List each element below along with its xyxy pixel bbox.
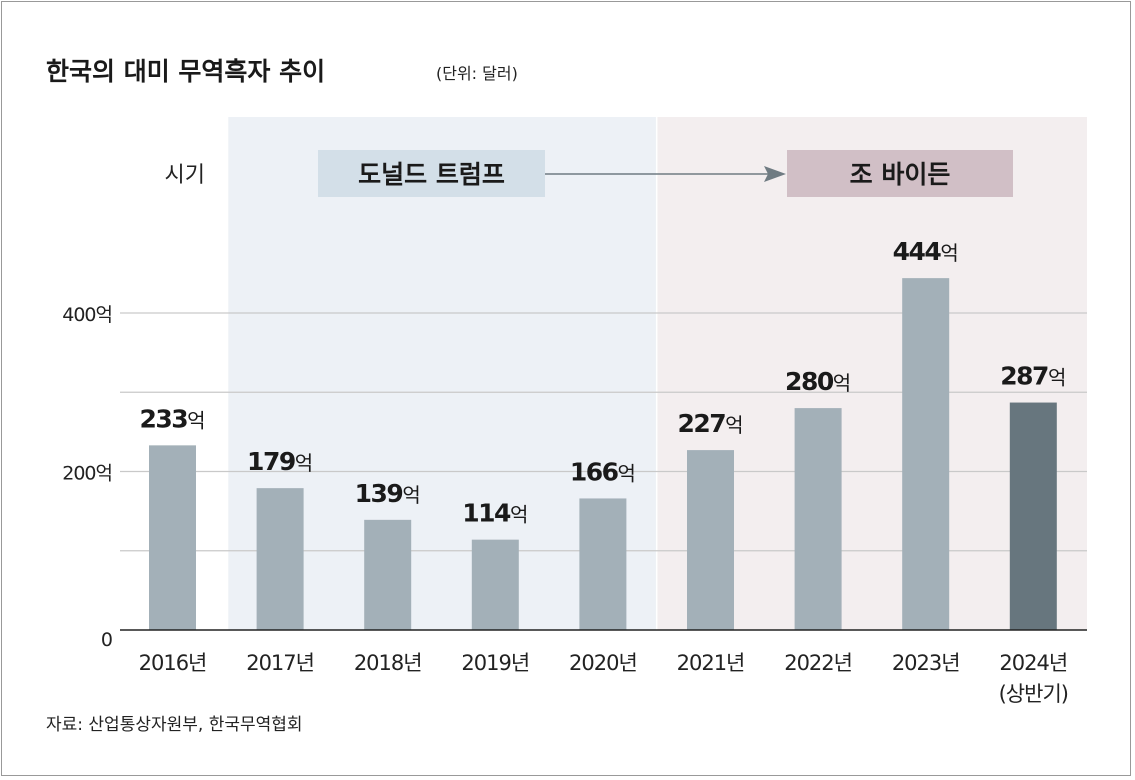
y-tick-label: 0 (101, 629, 112, 651)
bar-2020년 (579, 498, 627, 630)
x-tick-label: 2024년 (999, 651, 1067, 675)
period-name-0: 도널드 트럼프 (358, 160, 505, 189)
data-label-value: 444 (893, 237, 942, 266)
data-label-unit: 억 (725, 413, 743, 437)
arrow-head-icon (764, 166, 786, 182)
data-label-unit: 억 (1048, 366, 1066, 390)
bar-2016년 (149, 445, 196, 630)
period-box-1 (787, 150, 1013, 197)
x-tick-label: 2022년 (784, 651, 852, 675)
x-tick-label: 2019년 (461, 651, 529, 675)
data-label-unit: 억 (295, 451, 313, 475)
bar-2021년 (687, 450, 734, 630)
x-tick-label: 2020년 (569, 651, 637, 675)
data-label: 114억 (462, 499, 528, 528)
data-label-value: 166 (570, 457, 619, 486)
data-label: 166억 (570, 457, 636, 486)
x-tick-sublabel: (상반기) (999, 682, 1068, 706)
data-label-unit: 억 (402, 483, 420, 507)
x-tick-label: 2023년 (892, 651, 960, 675)
y-tick-label: 400억 (62, 304, 112, 326)
bar-2017년 (256, 488, 304, 630)
period-box-0 (318, 150, 545, 197)
source-note: 자료: 산업통상자원부, 한국무역협회 (46, 715, 303, 735)
data-label: 280억 (785, 367, 851, 396)
y-tick-label: 200억 (62, 463, 112, 485)
data-label-unit: 억 (940, 241, 958, 265)
data-label: 179억 (247, 447, 313, 476)
data-label-unit: 억 (187, 408, 205, 432)
x-tick-label: 2016년 (139, 651, 207, 675)
data-label-value: 179 (247, 447, 295, 476)
unit-note: (단위: 달러) (436, 64, 518, 83)
bar-2019년 (471, 539, 519, 630)
data-label: 233억 (139, 404, 205, 433)
data-label-unit: 억 (618, 461, 636, 485)
period-name-1: 조 바이든 (850, 160, 951, 189)
bar-2024년 (1009, 402, 1057, 630)
data-label-unit: 억 (833, 371, 851, 395)
data-label: 227억 (677, 409, 743, 438)
data-label: 287억 (1000, 362, 1066, 391)
x-tick-label: 2018년 (354, 651, 422, 675)
data-label: 444억 (893, 237, 959, 266)
chart-title: 한국의 대미 무역흑자 추이 (46, 57, 325, 86)
data-label-value: 227 (677, 409, 725, 438)
bar-2018년 (364, 519, 412, 630)
data-label-value: 233 (139, 404, 187, 433)
bar-2022년 (794, 408, 842, 630)
data-label: 139억 (355, 479, 421, 508)
x-tick-label: 2021년 (677, 651, 745, 675)
x-tick-label: 2017년 (246, 651, 314, 675)
data-label-value: 139 (355, 479, 403, 508)
data-label-value: 280 (785, 367, 834, 396)
data-label-value: 287 (1000, 362, 1048, 391)
data-label-value: 114 (462, 499, 511, 528)
bar-2023년 (902, 278, 950, 630)
data-label-unit: 억 (510, 503, 528, 527)
period-axis-label: 시기 (165, 163, 205, 188)
